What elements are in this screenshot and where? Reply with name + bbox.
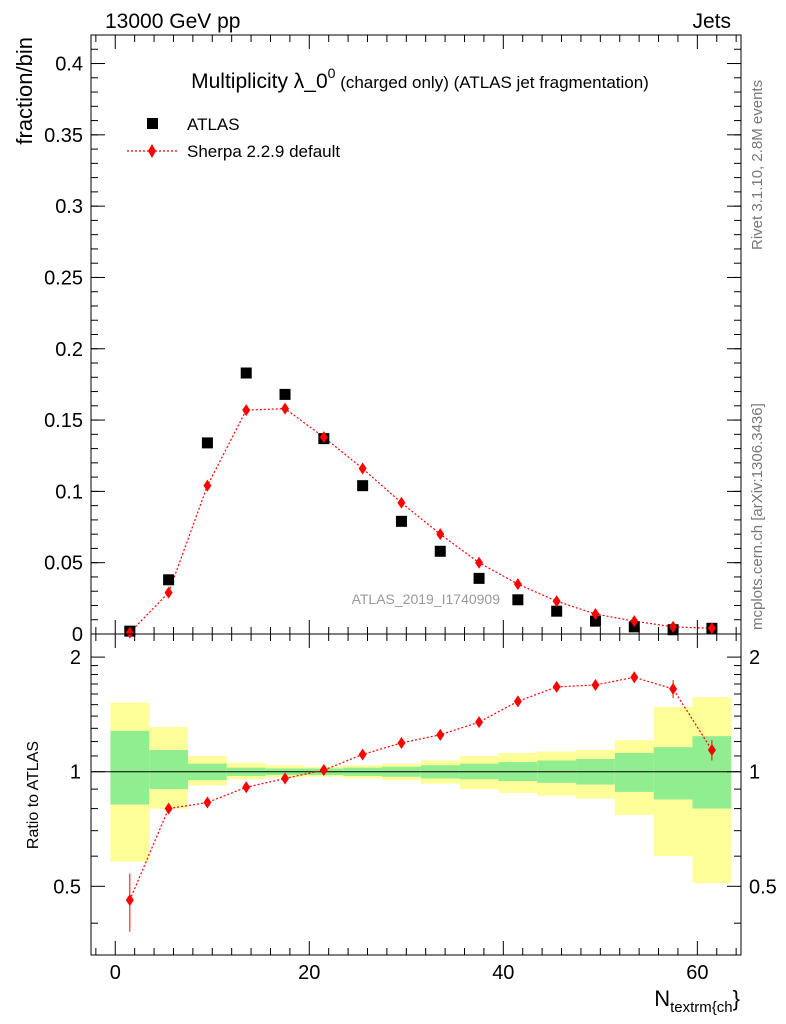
ratio-mc-point [591, 678, 600, 691]
main-ytick-label: 0.1 [55, 481, 83, 503]
ratio-mc-point [552, 680, 561, 693]
ratio-ytick-label: 1 [70, 762, 81, 784]
mc-point [707, 622, 716, 635]
ratio-mc-point [513, 695, 522, 708]
chart-title-suffix: (charged only) (ATLAS jet fragmentation) [335, 73, 648, 92]
main-ytick-label: 0.35 [44, 125, 83, 147]
ratio-mc-point [358, 748, 367, 761]
legend-marker-atlas [147, 118, 158, 129]
mc-point [552, 595, 561, 608]
ratio-xlabel-tail: } [733, 986, 740, 1011]
rivet-label: Rivet 3.1.10, 2.8M events [749, 80, 766, 250]
main-panel: 0 0.05 0.1 0.15 0.2 0.25 0.3 0.35 0.4 fraction/b… [12, 34, 742, 646]
legend: ATLAS Sherpa 2.2.9 default [127, 115, 340, 161]
ratio-mc-point [281, 772, 290, 785]
mcplots-label: mcplots.cern.ch [arXiv:1306.3436] [749, 403, 766, 630]
main-ytick-label: 0.3 [55, 196, 83, 218]
ratio-band-inner [110, 730, 150, 805]
legend-label-mc: Sherpa 2.2.9 default [187, 142, 340, 161]
legend-marker-mc [148, 144, 156, 158]
mc-point [203, 479, 212, 492]
ratio-mc-point [319, 764, 328, 777]
main-ytick-label: 0.2 [55, 339, 83, 361]
ratio-ylabel: Ratio to ATLAS [25, 741, 42, 849]
ratio-axis-ticks: 0.5 0.51 12 20 20 40 60 [53, 634, 777, 984]
ratio-mc-point [475, 716, 484, 729]
ratio-mc-point [203, 796, 212, 809]
ratio-mc-point [707, 744, 716, 757]
ratio-xtick-label: 0 [110, 962, 121, 984]
ratio-band-inner [614, 752, 654, 792]
ratio-xtick-label: 20 [298, 962, 320, 984]
ratio-ytick-label-right: 2 [749, 647, 760, 669]
atlas-point [163, 574, 175, 586]
atlas-point [201, 437, 213, 449]
atlas-point [512, 594, 524, 606]
ratio-ytick-label: 0.5 [53, 876, 81, 898]
ratio-frame [90, 633, 742, 956]
main-ytick-label: 0 [72, 624, 83, 646]
mc-point [242, 404, 251, 417]
mc-point [475, 556, 484, 569]
mc-point [358, 462, 367, 475]
atlas-point [434, 545, 446, 557]
ratio-mc-point [397, 736, 406, 749]
ratio-xtick-label: 60 [686, 962, 708, 984]
legend-label-atlas: ATLAS [187, 115, 240, 134]
ratio-mc-point [164, 802, 173, 815]
ratio-panel: 0.5 0.51 12 20 20 40 60 Ratio to ATLAS Ntextrm… [25, 633, 777, 1016]
mc-point [669, 620, 678, 633]
main-ytick-label: 0.05 [44, 553, 83, 575]
mc-line [129, 408, 712, 633]
atlas-point [473, 572, 485, 584]
ratio-mc-point [242, 781, 251, 794]
mc-point [591, 608, 600, 621]
atlas-point [395, 515, 407, 527]
main-ytick-label: 0.25 [44, 267, 83, 289]
mc-point [319, 431, 328, 444]
ratio-xtick-label: 40 [492, 962, 514, 984]
ratio-band-inner [149, 750, 189, 790]
ratio-ytick-label: 2 [70, 647, 81, 669]
ratio-marks [125, 671, 716, 932]
ratio-xlabel-main: N [654, 986, 670, 1011]
ratio-ytick-label-right: 1 [749, 762, 760, 784]
process-label: Jets [692, 10, 731, 33]
atlas-point [551, 605, 563, 617]
main-ytick-label: 0.4 [55, 54, 83, 76]
ratio-bands [110, 697, 732, 884]
ratio-ytick-label-right: 0.5 [749, 876, 777, 898]
mc-point [513, 578, 522, 591]
main-marks [124, 367, 718, 639]
energy-label: 13000 GeV pp [105, 10, 240, 33]
ratio-mc-point [125, 894, 134, 907]
main-ylabel: fraction/bin [12, 37, 37, 145]
mc-point [436, 528, 445, 541]
ratio-mc-point [669, 682, 678, 695]
chart-title-main: Multiplicity λ_0 [191, 70, 328, 93]
mc-point [630, 615, 639, 628]
mc-point [125, 626, 134, 639]
mc-point [281, 402, 290, 415]
mc-point [164, 586, 173, 599]
main-ytick-label: 0.15 [44, 410, 83, 432]
atlas-point [589, 615, 601, 627]
chart-title: Multiplicity λ_00 (charged only) (ATLAS … [191, 65, 649, 93]
ratio-band-inner [653, 747, 693, 800]
atlas-point [279, 388, 291, 400]
mc-point [397, 496, 406, 509]
ratio-xlabel: Ntextrm{ch} [654, 986, 740, 1016]
analysis-id: ATLAS_2019_I1740909 [352, 591, 501, 607]
ratio-mc-line [129, 676, 713, 901]
atlas-point [240, 367, 252, 379]
atlas-point [357, 480, 369, 492]
chart-title-sup: 0 [328, 65, 336, 81]
ratio-xlabel-sub: textrm{ch [670, 999, 733, 1016]
ratio-mc-point [630, 671, 639, 684]
ratio-mc-point [436, 728, 445, 741]
